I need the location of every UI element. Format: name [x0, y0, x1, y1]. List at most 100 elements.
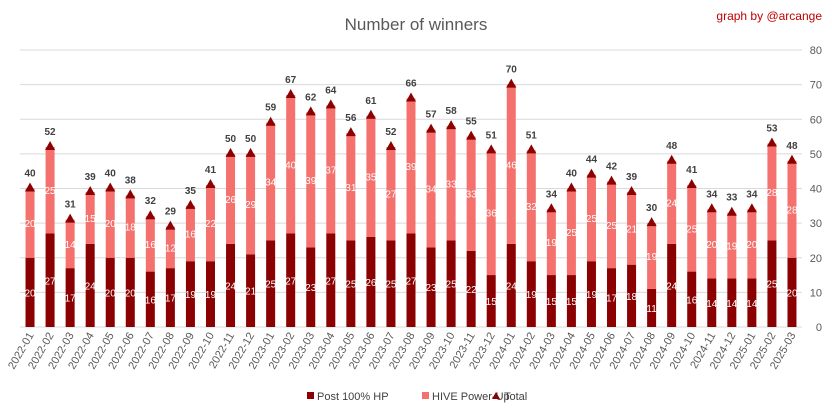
data-label-post-hp: 20	[24, 288, 36, 299]
data-label-total: 34	[746, 189, 758, 200]
bar-hive-powerup	[105, 188, 115, 258]
data-label-hive-powerup: 20	[105, 219, 117, 230]
bar-hive-powerup	[687, 185, 697, 272]
total-marker	[646, 217, 657, 227]
total-marker	[466, 130, 477, 140]
data-label-post-hp: 23	[425, 283, 437, 294]
bar-post-hp	[667, 243, 677, 327]
data-label-hive-powerup: 33	[466, 190, 478, 201]
bar-post-hp	[45, 233, 55, 327]
data-label-total: 70	[506, 65, 518, 76]
data-label-total: 59	[265, 103, 277, 114]
total-marker	[205, 179, 216, 189]
data-label-total: 50	[245, 134, 257, 145]
data-label-total: 48	[786, 141, 798, 152]
bar-post-hp	[647, 288, 657, 327]
data-label-post-hp: 15	[546, 297, 558, 308]
bar-hive-powerup	[747, 209, 757, 279]
legend-swatch-hive-powerup	[422, 392, 429, 399]
bar-hive-powerup	[246, 153, 256, 255]
bar-post-hp	[486, 275, 496, 327]
bar-post-hp	[687, 271, 697, 327]
data-label-hive-powerup: 37	[325, 165, 337, 176]
data-label-post-hp: 19	[205, 290, 217, 301]
data-label-hive-powerup: 25	[566, 228, 578, 239]
data-label-post-hp: 14	[726, 299, 738, 310]
data-label-total: 53	[766, 123, 778, 134]
data-label-hive-powerup: 40	[285, 160, 297, 171]
total-marker	[626, 185, 637, 195]
chart-title: Number of winners	[345, 15, 488, 34]
legend-swatch-post-hp	[307, 392, 314, 399]
data-label-total: 52	[385, 127, 397, 138]
data-label-hive-powerup: 25	[686, 224, 698, 235]
bar-post-hp	[246, 254, 256, 327]
bar-post-hp	[627, 264, 637, 327]
total-marker	[125, 189, 136, 199]
data-label-hive-powerup: 46	[506, 160, 518, 171]
data-label-post-hp: 22	[466, 285, 478, 296]
data-label-post-hp: 27	[45, 276, 57, 287]
bar-hive-powerup	[286, 95, 296, 234]
data-label-total: 32	[145, 196, 157, 207]
total-marker	[766, 137, 777, 147]
y-tick-label: 0	[816, 322, 822, 334]
data-label-hive-powerup: 12	[165, 243, 177, 254]
x-axis-ticks: 2022-012022-022022-032022-042022-052022-…	[6, 330, 799, 371]
total-marker	[726, 206, 737, 216]
y-tick-label: 60	[810, 114, 822, 126]
bar-post-hp	[306, 247, 316, 327]
bar-hive-powerup	[586, 174, 596, 262]
data-label-post-hp: 15	[566, 297, 578, 308]
total-marker	[686, 179, 697, 189]
bar-hive-powerup	[446, 126, 456, 241]
data-label-post-hp: 25	[385, 280, 397, 291]
data-label-post-hp: 24	[85, 281, 97, 292]
data-label-hive-powerup: 25	[45, 186, 57, 197]
bar-hive-powerup	[647, 223, 657, 289]
bar-hive-powerup	[65, 219, 75, 269]
data-label-hive-powerup: 36	[486, 209, 498, 220]
total-marker	[385, 140, 396, 150]
data-label-post-hp: 19	[185, 290, 197, 301]
bar-hive-powerup	[266, 122, 276, 241]
data-label-total: 48	[666, 141, 678, 152]
bar-post-hp	[506, 243, 516, 327]
data-label-hive-powerup: 28	[786, 205, 798, 216]
data-label-total: 35	[185, 186, 197, 197]
y-tick-label: 80	[810, 45, 822, 57]
bar-post-hp	[266, 240, 276, 327]
data-label-hive-powerup: 34	[425, 185, 437, 196]
bar-hive-powerup	[406, 98, 416, 234]
bar-hive-powerup	[226, 153, 236, 244]
data-label-total: 61	[365, 96, 377, 107]
bar-hive-powerup	[426, 129, 436, 248]
data-label-post-hp: 27	[325, 276, 337, 287]
bar-hive-powerup	[526, 150, 536, 262]
bar-hive-powerup	[185, 205, 195, 262]
bar-hive-powerup	[386, 146, 396, 241]
total-marker	[706, 203, 717, 213]
data-label-total: 41	[686, 165, 698, 176]
data-label-total: 29	[165, 207, 177, 218]
y-tick-label: 10	[810, 287, 822, 299]
total-marker	[325, 99, 336, 109]
data-label-hive-powerup: 31	[345, 183, 357, 194]
data-label-total: 67	[285, 75, 297, 86]
total-marker	[105, 182, 116, 192]
data-label-post-hp: 24	[225, 281, 237, 292]
bar-hive-powerup	[486, 150, 496, 276]
data-label-post-hp: 17	[606, 294, 618, 305]
bar-hive-powerup	[787, 160, 797, 258]
bar-hive-powerup	[767, 143, 777, 241]
data-label-total: 50	[225, 134, 237, 145]
bar-post-hp	[145, 271, 155, 327]
data-label-hive-powerup: 39	[305, 176, 317, 187]
data-label-hive-powerup: 27	[385, 190, 397, 201]
data-label-hive-powerup: 25	[586, 214, 598, 225]
bar-post-hp	[386, 240, 396, 327]
total-marker	[65, 213, 76, 223]
bar-post-hp	[466, 250, 476, 327]
data-label-total: 55	[466, 117, 478, 128]
